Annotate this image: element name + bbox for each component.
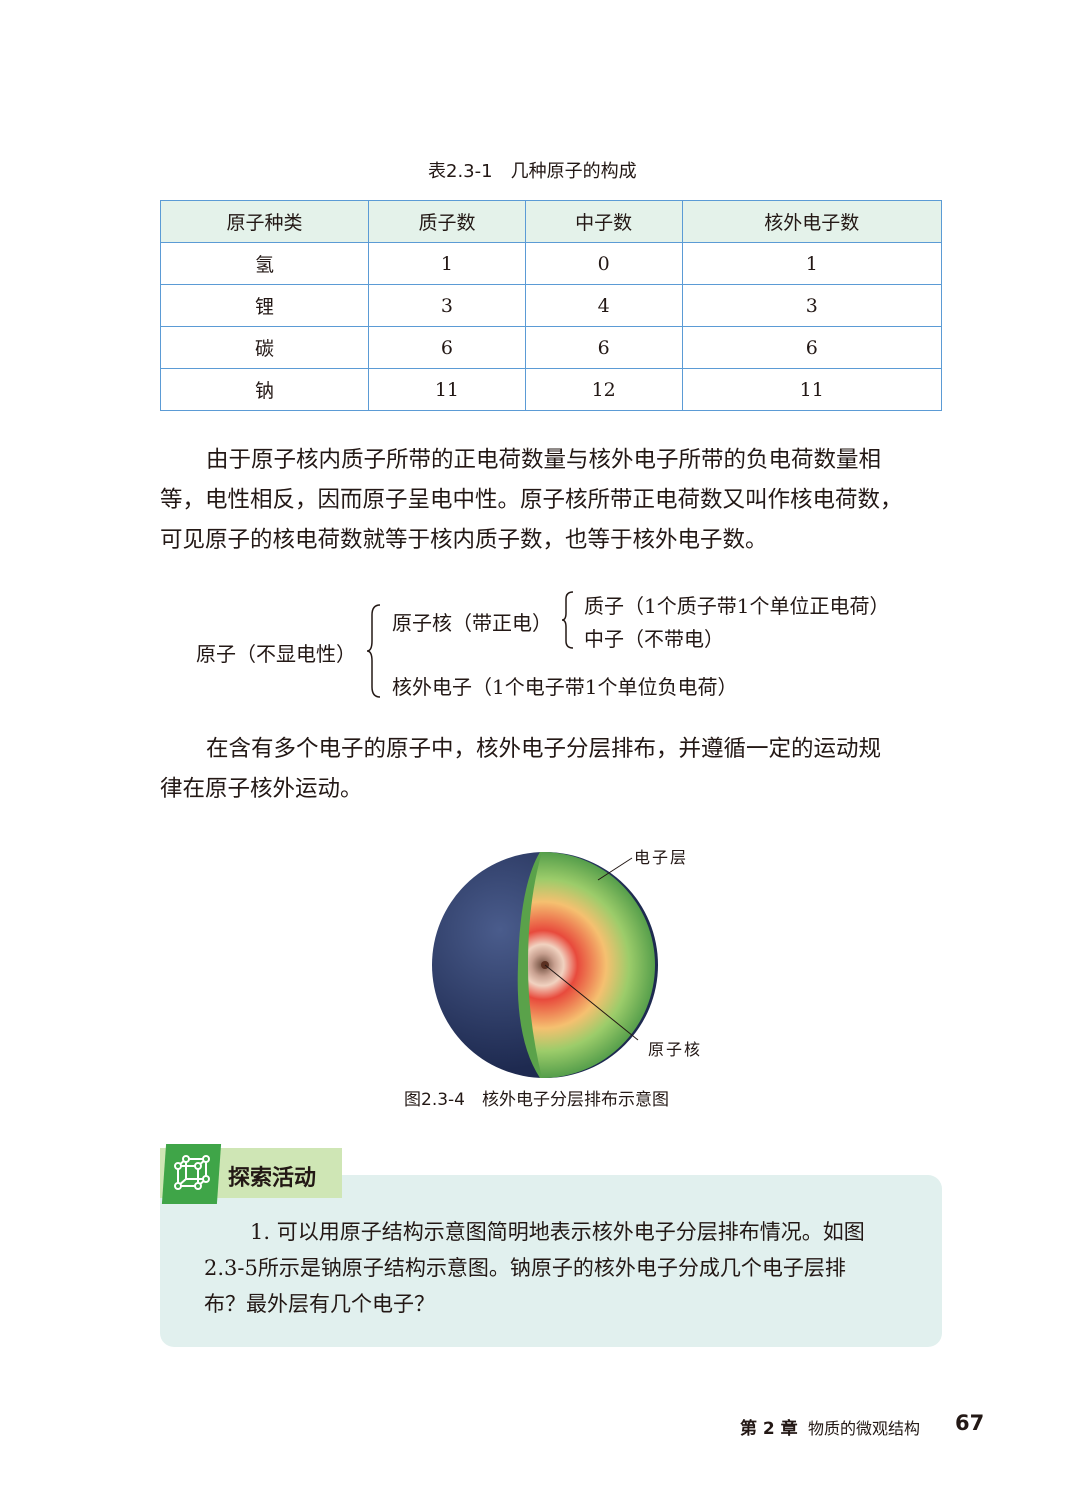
cutaway-shells: [528, 852, 655, 1078]
nucleus-pointer-label: 原子核: [648, 1040, 703, 1059]
cell: 3: [368, 284, 526, 327]
cell: 锂: [159, 284, 370, 327]
neutron-label: 中子（不带电）: [584, 627, 724, 651]
cell: 钠: [159, 368, 370, 411]
paragraph-line: 律在原子核外运动。: [160, 776, 363, 802]
table-row: 钠 11 12 11: [159, 368, 943, 411]
proton-label: 质子（1个质子带1个单位正电荷）: [584, 594, 890, 618]
cell: 11: [368, 368, 526, 411]
cube-network-icon: [174, 1155, 210, 1190]
header-cell: 原子种类: [159, 200, 370, 243]
header-cell: 中子数: [524, 200, 683, 243]
shell-label: 电子层: [634, 848, 689, 867]
brace-icon: [366, 604, 381, 698]
paragraph-line: 由于原子核内质子所带的正电荷数量与核外电子所带的负电荷数量相: [206, 447, 882, 473]
figure-caption: 图2.3-4 核外电子分层排布示意图: [404, 1090, 669, 1110]
activity-box: [160, 1175, 942, 1347]
header-cell: 质子数: [368, 200, 526, 243]
activity-line: 2.3-5所示是钠原子结构示意图。钠原子的核外电子分成几个电子层排: [204, 1256, 846, 1280]
paragraph-line: 在含有多个电子的原子中，核外电子分层排布，并遵循一定的运动规: [206, 736, 882, 762]
brace-icon: [561, 591, 574, 649]
electron-label: 核外电子（1个电子带1个单位负电荷）: [392, 675, 738, 699]
cell: 12: [524, 368, 683, 411]
activity-title: 探索活动: [228, 1166, 317, 1191]
activity-line: 1. 可以用原子结构示意图简明地表示核外电子分层排布情况。如图: [250, 1220, 865, 1244]
page-number: 67: [955, 1411, 985, 1435]
cell: 11: [681, 368, 943, 411]
cell: 0: [524, 242, 683, 285]
cell: 6: [524, 326, 683, 369]
cell: 6: [368, 326, 526, 369]
cell: 1: [368, 242, 526, 285]
table-header-row: 原子种类 质子数 中子数 核外电子数: [159, 200, 943, 243]
paragraph-line: 等，电性相反，因而原子呈电中性。原子核所带正电荷数又叫作核电荷数，: [160, 487, 903, 513]
cell: 碳: [159, 326, 370, 369]
nucleus-label: 原子核（带正电）: [392, 611, 552, 635]
header-cell: 核外电子数: [681, 200, 943, 243]
table-caption: 表2.3-1 几种原子的构成: [428, 161, 637, 182]
paragraph-line: 可见原子的核电荷数就等于核内质子数，也等于核外电子数。: [160, 527, 768, 553]
cell: 氢: [159, 242, 370, 285]
atom-label: 原子（不显电性）: [196, 642, 356, 666]
footer-chapter: 第 2 章: [740, 1419, 798, 1439]
electron-shell-diagram: [432, 852, 658, 1078]
cell: 6: [681, 326, 943, 369]
footer-chapter-title: 物质的微观结构: [808, 1419, 921, 1438]
cell: 3: [681, 284, 943, 327]
activity-line: 布？最外层有几个电子？: [204, 1292, 435, 1316]
cell: 1: [681, 242, 943, 285]
cell: 4: [524, 284, 683, 327]
